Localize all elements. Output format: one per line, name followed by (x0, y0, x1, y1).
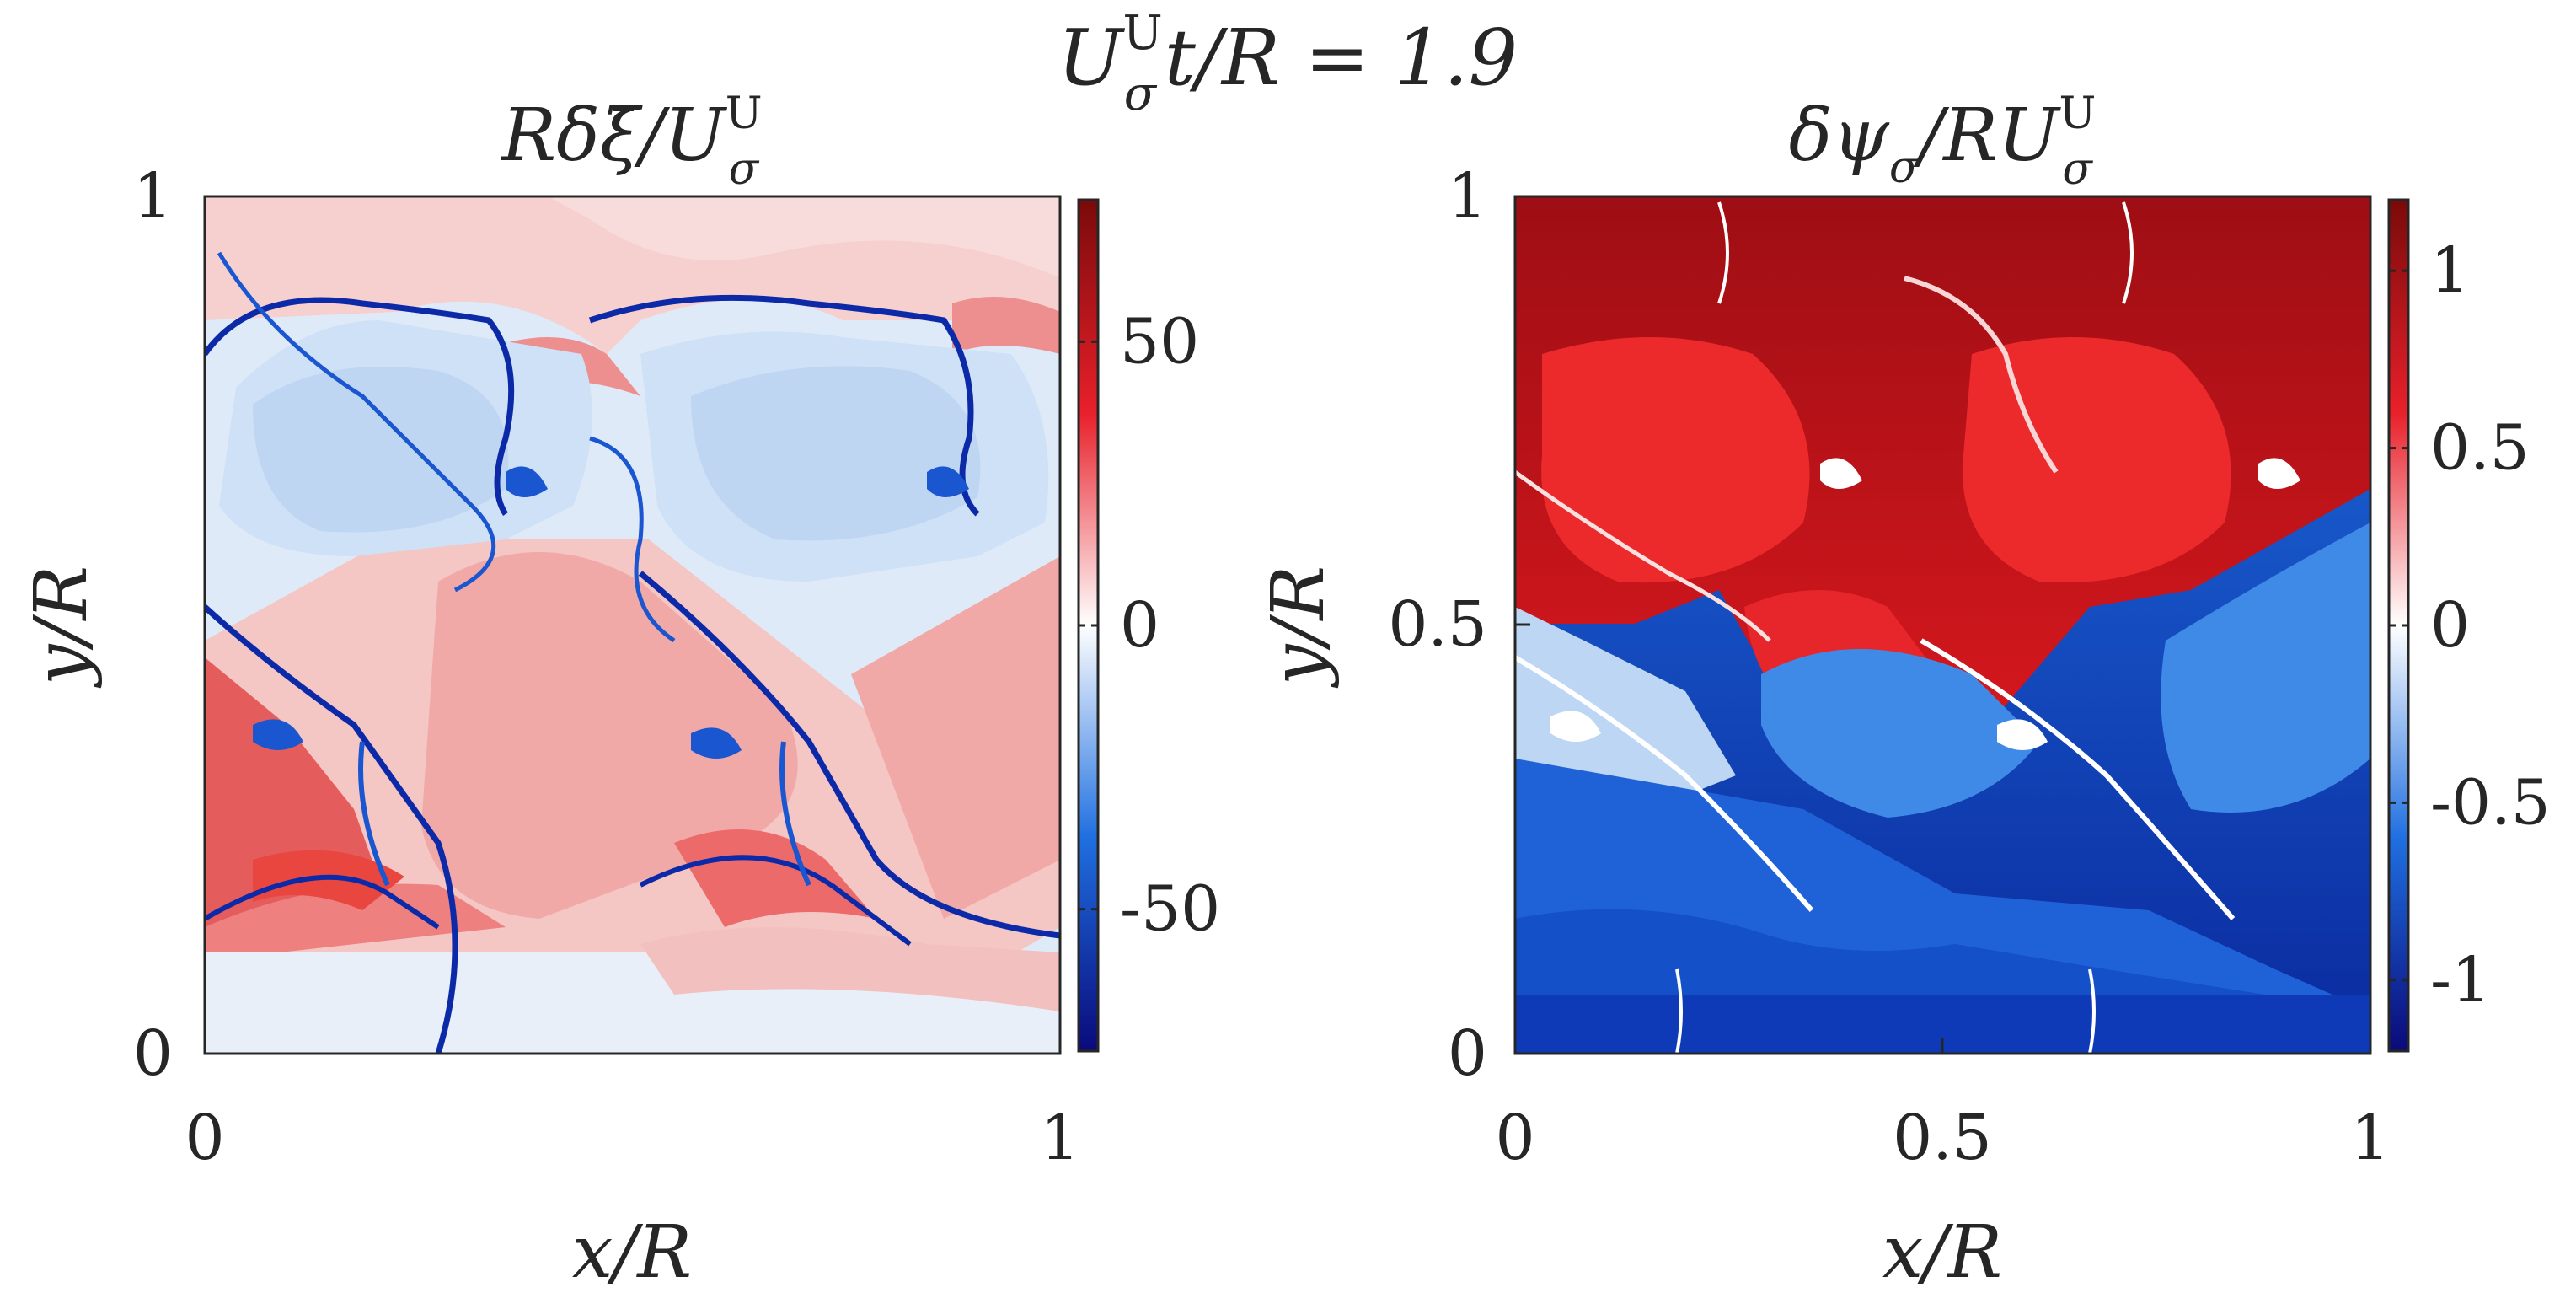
right-title: δψσ/RUU σ (1789, 89, 2097, 195)
right-ytick-1: 0.5 (1388, 588, 1487, 661)
right-ytick-2: 1 (1448, 160, 1487, 233)
left-ytick-1: 1 (133, 160, 173, 233)
right-xtick-1: 0.5 (1893, 1102, 1992, 1174)
panel-left: Rδξ̄/UU σ (19, 89, 1220, 1295)
panel-right: δψσ/RUU σ (1256, 89, 2551, 1295)
right-ylabel: y/R (1256, 566, 1341, 689)
right-xlabel: x/R (1882, 1210, 2002, 1295)
left-xtick-0: 0 (185, 1102, 224, 1174)
colorbar-tick-label: -1 (2430, 944, 2491, 1017)
left-title: Rδξ̄/UU σ (500, 89, 762, 195)
left-axes-box (203, 195, 1062, 1055)
right-xtick-2: 1 (2350, 1102, 2390, 1174)
left-ytick-0: 0 (133, 1017, 173, 1090)
right-heatmap (1515, 196, 2370, 1054)
colorbar-tick-label: 0 (2430, 589, 2470, 662)
colorbar-tick-label: -0.5 (2430, 766, 2551, 839)
colorbar-tick-label: 0.5 (2430, 412, 2530, 485)
right-xtick-0: 0 (1495, 1102, 1534, 1174)
colorbar-tick-label: -50 (1120, 873, 1220, 946)
left-colorbar-ticks: 50 0 -50 (1079, 305, 1220, 946)
left-xtick-1: 1 (1040, 1102, 1079, 1174)
left-ylabel: y/R (19, 566, 104, 689)
left-heatmap (205, 196, 1060, 1054)
right-ytick-0: 0 (1448, 1017, 1487, 1090)
colorbar-tick-label: 0 (1120, 589, 1159, 662)
figure-suptitle: UU σ t/R = 1.9 (1058, 6, 1518, 121)
colorbar-tick-label: 50 (1120, 305, 1199, 378)
left-xlabel: x/R (572, 1210, 692, 1295)
colorbar-tick-label: 1 (2430, 234, 2470, 307)
right-colorbar-ticks: 1 0.5 0 -0.5 -1 (2389, 234, 2551, 1017)
